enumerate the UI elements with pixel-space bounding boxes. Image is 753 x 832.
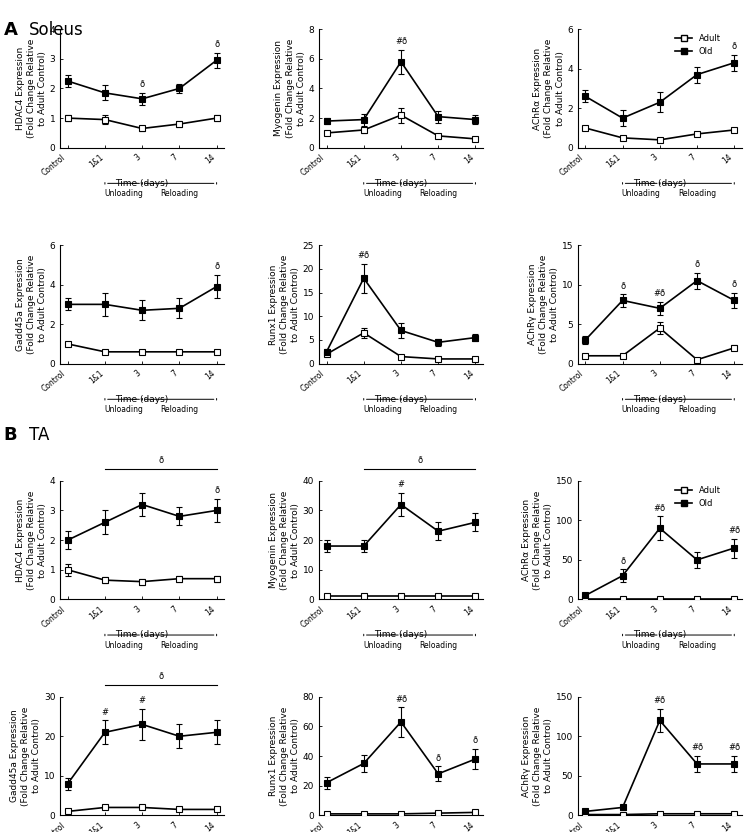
X-axis label: Time (days): Time (days) [633, 179, 687, 188]
Text: #ð: #ð [395, 37, 407, 47]
Y-axis label: Runx1 Expression
(Fold Change Relative
to Adult Control): Runx1 Expression (Fold Change Relative t… [269, 706, 300, 805]
Text: B: B [4, 426, 17, 444]
Text: ð: ð [214, 486, 219, 495]
Text: Unloading: Unloading [622, 405, 660, 414]
Y-axis label: HDAC4 Expression
(Fold Change Relative
to Adult Control): HDAC4 Expression (Fold Change Relative t… [16, 490, 47, 590]
Text: ð: ð [158, 672, 163, 681]
Text: Unloading: Unloading [104, 405, 143, 414]
Text: ð: ð [473, 736, 478, 745]
Text: Unloading: Unloading [363, 405, 402, 414]
Text: #ð: #ð [691, 744, 703, 752]
Text: ð: ð [417, 457, 422, 465]
X-axis label: Time (days): Time (days) [374, 631, 428, 640]
Text: ð: ð [139, 81, 145, 89]
X-axis label: Time (days): Time (days) [633, 631, 687, 640]
Text: #: # [139, 696, 145, 705]
Text: Reloading: Reloading [160, 641, 199, 650]
Text: #: # [398, 480, 404, 489]
Y-axis label: AChRα Expression
(Fold Change Relative
to Adult Control): AChRα Expression (Fold Change Relative t… [522, 490, 553, 590]
Text: ð: ð [214, 262, 219, 271]
Text: Reloading: Reloading [419, 405, 457, 414]
Text: #ð: #ð [728, 526, 740, 535]
Legend: Adult, Old: Adult, Old [672, 31, 724, 60]
Y-axis label: AChRγ Expression
(Fold Change Relative
to Adult Control): AChRγ Expression (Fold Change Relative t… [528, 255, 559, 354]
Y-axis label: Gadd45a Expression
(Fold Change Relative
to Adult Control): Gadd45a Expression (Fold Change Relative… [10, 706, 41, 805]
X-axis label: Time (days): Time (days) [115, 179, 169, 188]
Text: Reloading: Reloading [160, 405, 199, 414]
Text: #ð: #ð [395, 695, 407, 704]
Y-axis label: Runx1 Expression
(Fold Change Relative
to Adult Control): Runx1 Expression (Fold Change Relative t… [269, 255, 300, 354]
Text: Unloading: Unloading [622, 190, 660, 198]
Text: Unloading: Unloading [622, 641, 660, 650]
Text: A: A [4, 21, 17, 39]
Text: Unloading: Unloading [363, 641, 402, 650]
Text: #ð: #ð [654, 504, 666, 513]
Text: TA: TA [29, 426, 49, 444]
X-axis label: Time (days): Time (days) [633, 394, 687, 404]
Legend: Adult, Old: Adult, Old [672, 483, 724, 512]
Text: Reloading: Reloading [419, 641, 457, 650]
Y-axis label: AChRα Expression
(Fold Change Relative
to Adult Control): AChRα Expression (Fold Change Relative t… [533, 39, 565, 138]
Text: ð: ð [436, 754, 441, 763]
X-axis label: Time (days): Time (days) [374, 394, 428, 404]
Text: ð: ð [620, 557, 625, 566]
X-axis label: Time (days): Time (days) [374, 179, 428, 188]
Text: ð: ð [732, 280, 737, 289]
Text: Unloading: Unloading [104, 641, 143, 650]
Text: ð: ð [620, 281, 625, 290]
Text: ð: ð [694, 260, 700, 270]
Text: #: # [102, 708, 108, 717]
Text: Reloading: Reloading [160, 190, 199, 198]
X-axis label: Time (days): Time (days) [115, 394, 169, 404]
Y-axis label: AChRγ Expression
(Fold Change Relative
to Adult Control): AChRγ Expression (Fold Change Relative t… [522, 706, 553, 805]
Text: Unloading: Unloading [104, 190, 143, 198]
Text: ð: ð [158, 457, 163, 465]
Text: #ð: #ð [728, 744, 740, 752]
Text: Soleus: Soleus [29, 21, 84, 39]
Y-axis label: Myogenin Expression
(Fold Change Relative
to Adult Control): Myogenin Expression (Fold Change Relativ… [269, 490, 300, 590]
Text: ð: ð [214, 40, 219, 49]
Text: Reloading: Reloading [678, 190, 716, 198]
Y-axis label: Gadd45a Expression
(Fold Change Relative
to Adult Control): Gadd45a Expression (Fold Change Relative… [16, 255, 47, 354]
Text: ð: ð [732, 42, 737, 52]
X-axis label: Time (days): Time (days) [115, 631, 169, 640]
Text: Reloading: Reloading [419, 190, 457, 198]
Text: Reloading: Reloading [678, 405, 716, 414]
Text: Reloading: Reloading [678, 641, 716, 650]
Y-axis label: HDAC4 Expression
(Fold Change Relative
to Adult Control): HDAC4 Expression (Fold Change Relative t… [16, 39, 47, 138]
Text: #ð: #ð [654, 696, 666, 705]
Text: #ð: #ð [358, 251, 370, 260]
Y-axis label: Myogenin Expression
(Fold Change Relative
to Adult Control): Myogenin Expression (Fold Change Relativ… [275, 39, 306, 138]
Text: #ð: #ð [654, 290, 666, 299]
Text: Unloading: Unloading [363, 190, 402, 198]
